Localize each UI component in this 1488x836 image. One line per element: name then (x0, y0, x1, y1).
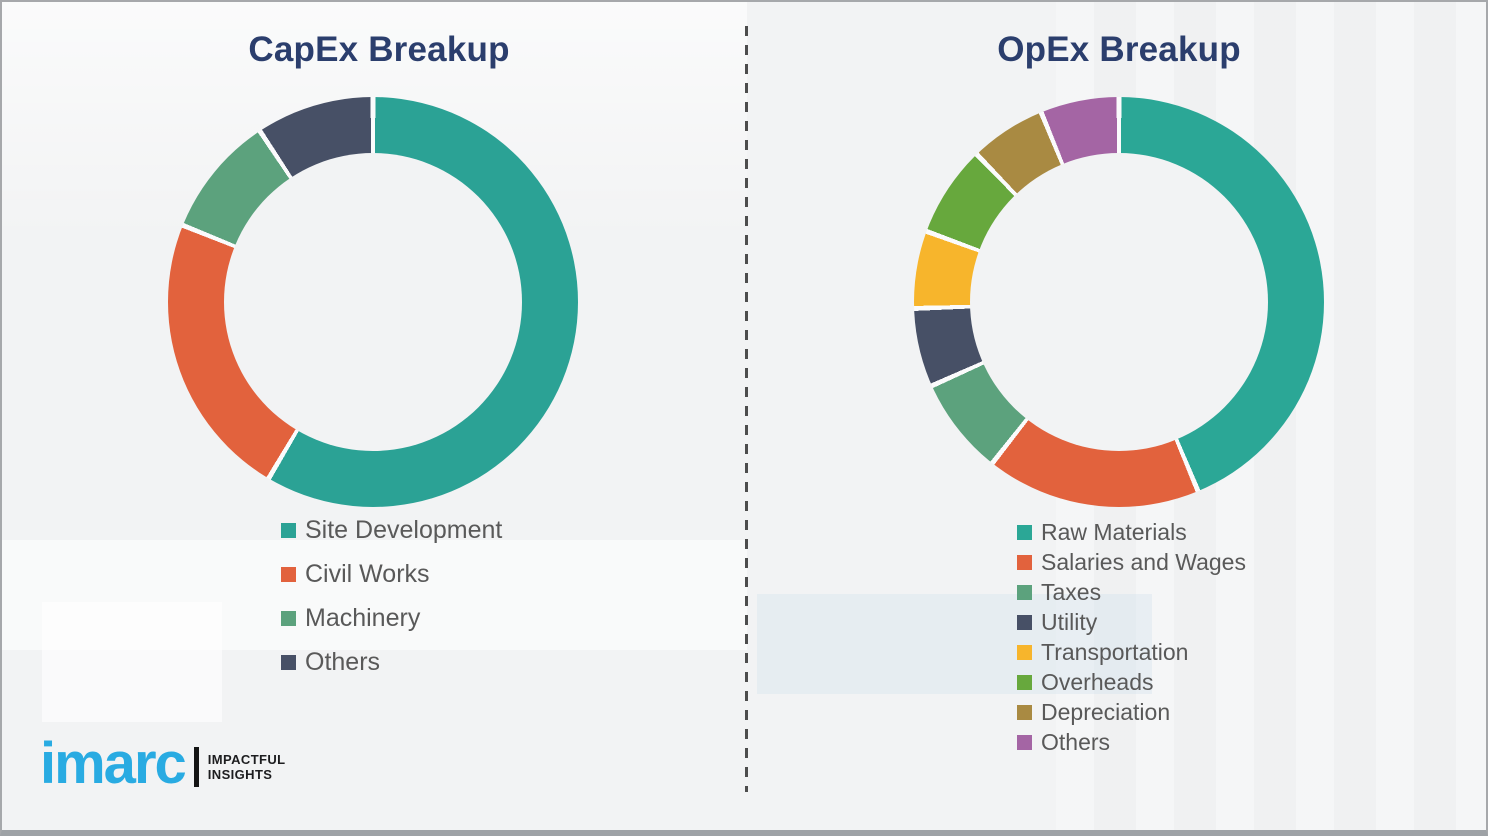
legend-swatch (1017, 524, 1032, 540)
legend-item: Salaries and Wages (1017, 547, 1246, 577)
legend-label: Machinery (305, 603, 421, 632)
imarc-tagline: IMPACTFUL INSIGHTS (208, 752, 286, 783)
legend-item: Utility (1017, 607, 1246, 637)
legend-label: Civil Works (305, 559, 430, 588)
legend-label: Salaries and Wages (1041, 548, 1246, 575)
legend-item: Overheads (1017, 667, 1246, 697)
legend-label: Others (305, 647, 381, 676)
capex-donut-hole (224, 153, 522, 451)
tagline-line-2: INSIGHTS (207, 767, 273, 783)
legend-swatch (1017, 674, 1032, 690)
legend-item: Site Development (281, 508, 502, 552)
legend-item: Others (281, 640, 502, 684)
legend-item: Others (1017, 727, 1246, 757)
legend-label: Overheads (1041, 668, 1154, 695)
capex-chart-title: CapEx Breakup (248, 30, 510, 69)
legend-swatch (281, 610, 296, 626)
legend-label: Transportation (1041, 638, 1189, 665)
legend-label: Utility (1041, 608, 1098, 635)
legend-item: Civil Works (281, 552, 502, 596)
legend-item: Machinery (281, 596, 502, 640)
legend-swatch (281, 654, 296, 670)
imarc-wordmark: imarc (40, 731, 187, 796)
legend-swatch (281, 522, 296, 538)
legend-swatch (1017, 704, 1032, 720)
opex-chart-title: OpEx Breakup (997, 30, 1241, 69)
legend-label: Site Development (305, 515, 503, 544)
legend-item: Transportation (1017, 637, 1246, 667)
opex-legend: Raw Materials Salaries and Wages Taxes Util… (1017, 517, 1246, 757)
legend-swatch (1017, 584, 1032, 600)
tagline-line-1: IMPACTFUL (207, 751, 286, 767)
opex-donut-hole (970, 153, 1268, 451)
legend-label: Others (1041, 728, 1111, 755)
opex-donut-chart (914, 97, 1324, 507)
legend-swatch (1017, 554, 1032, 570)
background-texture (42, 602, 222, 722)
capex-legend: Site Development Civil Works Machinery Othe… (281, 508, 502, 684)
legend-label: Taxes (1041, 578, 1102, 605)
legend-item: Depreciation (1017, 697, 1246, 727)
legend-label: Depreciation (1041, 698, 1171, 725)
capex-donut-chart (168, 97, 578, 507)
legend-swatch (1017, 734, 1032, 750)
panel-divider-dashed-line (745, 26, 748, 792)
logo-divider-bar (193, 747, 199, 788)
legend-swatch (281, 566, 296, 582)
legend-swatch (1017, 644, 1032, 660)
legend-label: Raw Materials (1041, 518, 1187, 545)
imarc-logo: imarc IMPACTFUL INSIGHTS (40, 731, 286, 796)
legend-swatch (1017, 614, 1032, 630)
legend-item: Raw Materials (1017, 517, 1246, 547)
legend-item: Taxes (1017, 577, 1246, 607)
